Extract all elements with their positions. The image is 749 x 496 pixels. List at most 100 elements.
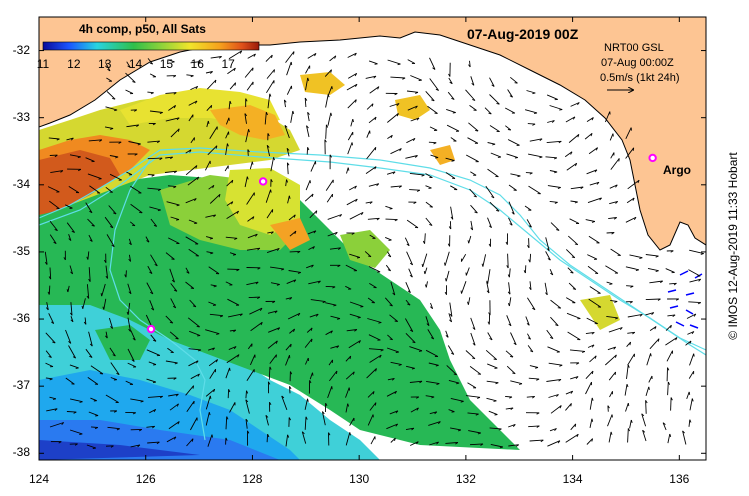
current-vector — [327, 112, 332, 126]
current-vector-head — [594, 169, 598, 173]
current-vector-head — [336, 318, 341, 320]
colorbar-title: 4h comp, p50, All Sats — [79, 22, 206, 36]
x-axis-label: 124 — [28, 472, 50, 486]
current-vector — [367, 318, 382, 323]
current-vector-head — [286, 147, 290, 151]
current-vector-head — [245, 98, 248, 102]
current-vector — [567, 235, 579, 246]
current-vector — [270, 157, 275, 172]
current-vector — [286, 148, 290, 157]
current-vector-head — [460, 400, 464, 403]
current-vector-head — [297, 251, 301, 254]
current-vector-head — [48, 355, 52, 358]
current-vector-head — [489, 338, 493, 341]
current-vector-head — [159, 157, 163, 161]
current-vector — [568, 134, 580, 143]
current-vector — [188, 219, 198, 224]
current-vector — [48, 313, 55, 324]
current-vector — [307, 112, 310, 122]
current-vector-head — [435, 157, 439, 159]
current-vector — [606, 232, 615, 234]
current-vector — [126, 171, 133, 176]
current-vector-head — [527, 245, 530, 249]
current-vector-head — [61, 422, 65, 426]
current-vector — [169, 268, 175, 283]
current-vector — [146, 425, 155, 428]
current-vector — [85, 348, 93, 358]
current-vector — [207, 434, 213, 447]
colorbar-tick-label: 16 — [190, 57, 204, 71]
current-vector — [589, 418, 593, 428]
current-vector — [366, 103, 374, 110]
current-vector — [88, 139, 102, 142]
current-vector — [470, 171, 477, 176]
current-vector — [485, 349, 497, 360]
current-vector-head — [255, 233, 258, 237]
current-vector — [649, 326, 657, 331]
current-vector — [470, 332, 476, 346]
current-vector — [286, 85, 292, 95]
current-vector-head — [570, 390, 574, 394]
current-vector-head — [449, 319, 452, 323]
current-vector-head — [310, 327, 313, 331]
current-vector-head — [137, 143, 141, 146]
current-vector — [648, 375, 653, 383]
current-vector-head — [639, 314, 643, 317]
current-vector-head — [422, 240, 426, 244]
current-vector — [127, 283, 132, 294]
current-vector — [224, 165, 229, 172]
current-vector — [528, 185, 541, 195]
current-vector — [103, 298, 107, 310]
current-vector-head — [210, 71, 213, 74]
current-vector — [69, 265, 74, 275]
current-vector-head — [377, 86, 380, 90]
current-vector — [368, 60, 378, 65]
current-vector-head — [174, 362, 178, 365]
current-vector — [446, 108, 456, 114]
current-vector-head — [192, 305, 197, 308]
current-vector-head — [70, 319, 74, 323]
current-vector-head — [447, 243, 450, 247]
current-vector — [465, 154, 479, 163]
current-vector-head — [423, 271, 426, 275]
current-vector-head — [311, 264, 314, 268]
current-vector-head — [436, 383, 440, 386]
current-vector — [606, 315, 619, 319]
current-vector-head — [45, 307, 49, 311]
current-vector — [245, 419, 248, 429]
current-vector-head — [127, 65, 131, 68]
current-vector — [609, 133, 614, 141]
current-vector-head — [554, 171, 558, 174]
current-vector — [424, 233, 426, 244]
argo-floats — [146, 153, 657, 334]
current-vector — [408, 268, 413, 278]
current-vector — [545, 156, 557, 159]
current-vector-head — [595, 147, 599, 151]
current-vector — [244, 113, 247, 124]
current-vector — [170, 283, 178, 292]
current-vector-head — [662, 422, 666, 425]
current-vector — [546, 140, 562, 144]
current-vector-head — [56, 207, 60, 210]
current-vector — [345, 355, 352, 362]
current-vector — [567, 267, 574, 274]
current-vector-head — [533, 112, 538, 115]
current-vector-head — [697, 302, 701, 305]
current-vector-head — [547, 258, 551, 261]
current-vector-head — [315, 210, 318, 214]
current-vector-head — [553, 157, 558, 160]
current-vector-head — [79, 401, 83, 403]
current-vector — [345, 371, 355, 380]
current-vector-head — [293, 214, 296, 218]
current-vector — [210, 56, 222, 59]
current-vector — [547, 185, 561, 188]
current-vector — [190, 373, 200, 380]
current-vector — [585, 381, 592, 395]
current-vector-head — [276, 283, 280, 286]
current-vector — [469, 366, 482, 375]
current-vector — [225, 143, 228, 155]
current-vector — [387, 134, 393, 139]
current-vector-head — [325, 124, 329, 128]
current-vector-head — [131, 359, 135, 362]
current-vector-head — [229, 367, 231, 371]
